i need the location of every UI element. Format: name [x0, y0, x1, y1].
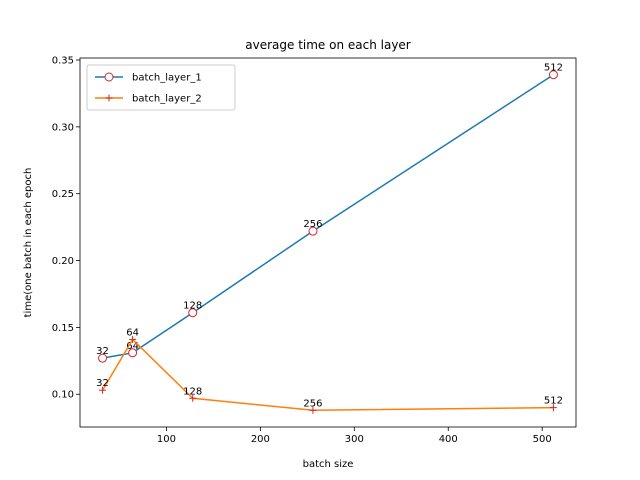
y-tick-label: 0.35	[52, 56, 74, 67]
data-point	[548, 70, 558, 80]
data-label: 256	[303, 219, 322, 230]
y-tick-label: 0.30	[52, 122, 74, 133]
y-tick-label: 0.25	[52, 189, 74, 200]
data-point	[129, 335, 137, 343]
legend: batch_layer_1 batch_layer_2	[86, 64, 236, 111]
legend-label: batch_layer_2	[132, 94, 202, 105]
data-label: 512	[544, 63, 563, 74]
data-point	[549, 404, 557, 412]
legend-entry-batch_layer_1: batch_layer_1	[95, 72, 202, 84]
chart-title: average time on each layer	[245, 38, 411, 52]
data-point	[98, 353, 108, 363]
legend-box	[86, 64, 236, 111]
x-tick-label: 200	[251, 434, 270, 445]
legend-entry-batch_layer_2: batch_layer_2	[95, 94, 202, 105]
data-label: 64	[126, 341, 139, 352]
data-point	[188, 308, 198, 318]
data-point	[128, 348, 138, 358]
series-batch_layer_2: 32 64 128 256 512	[96, 327, 563, 414]
series-batch_layer_1: 32 64 128 256 512	[96, 63, 563, 363]
plot-area-frame	[79, 57, 577, 428]
data-label: 32	[96, 346, 109, 357]
data-label: 64	[126, 327, 139, 338]
data-label: 128	[183, 301, 202, 312]
x-axis-label: batch size	[303, 459, 354, 470]
y-tick-label: 0.20	[52, 256, 74, 267]
y-tick-label: 0.15	[52, 323, 74, 334]
data-label: 128	[183, 386, 202, 397]
data-point	[308, 226, 318, 236]
data-point	[189, 394, 197, 402]
data-label: 32	[96, 378, 109, 389]
x-tick-label: 400	[439, 434, 458, 445]
data-label: 512	[544, 396, 563, 407]
x-tick-label: 500	[533, 434, 552, 445]
legend-label: batch_layer_1	[132, 73, 202, 84]
data-label: 256	[303, 398, 322, 409]
x-tick-label: 100	[157, 434, 176, 445]
x-tick-label: 300	[345, 434, 364, 445]
data-point	[309, 406, 317, 414]
y-tick-label: 0.10	[52, 390, 74, 401]
data-point	[99, 386, 107, 394]
series-line-batch_layer_1	[102, 74, 554, 359]
series-line-batch_layer_2	[101, 338, 554, 412]
legend-marker	[104, 72, 114, 82]
y-axis-label: time(one batch in each epoch	[23, 168, 34, 318]
